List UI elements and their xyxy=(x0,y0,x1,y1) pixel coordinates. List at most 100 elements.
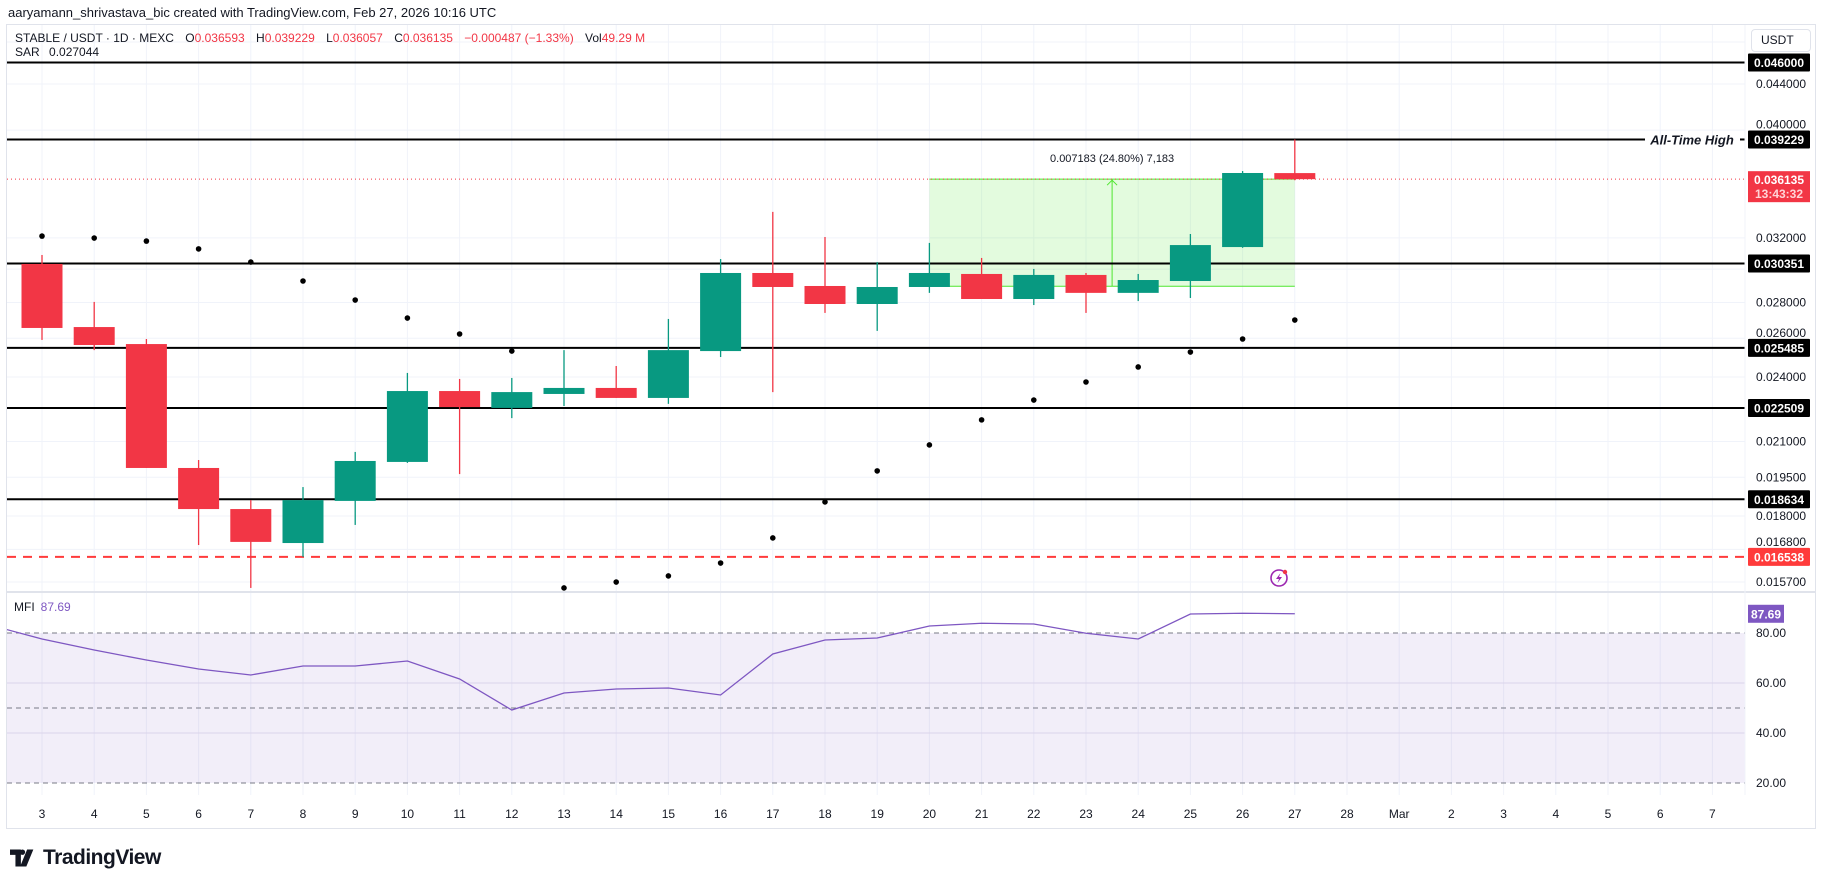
sar-legend[interactable]: SAR 0.027044 xyxy=(15,45,99,59)
sar-dot xyxy=(248,259,254,265)
measure-label: 0.007183 (24.80%) 7,183 xyxy=(1050,153,1174,165)
candle-body xyxy=(647,350,689,398)
open-value: 0.036593 xyxy=(194,31,245,45)
change-value: −0.000487 (−1.33%) xyxy=(464,31,574,45)
currency-button[interactable]: USDT xyxy=(1751,29,1811,52)
candle-body xyxy=(1274,173,1316,180)
candle-body xyxy=(595,387,637,398)
horizontal-levels[interactable] xyxy=(7,61,1745,558)
time-axis[interactable]: 3 4 5 6 7 8 9 10 11 12 13 14 15 16 17 18 19 20 21 22 23 24 25 2… xyxy=(39,807,1716,821)
time-tick-label: 24 xyxy=(1132,807,1146,821)
ath-annotation: All-Time High xyxy=(1649,132,1734,147)
candle-body xyxy=(230,509,272,542)
sar-dot xyxy=(926,442,933,448)
sar-dot xyxy=(195,246,202,252)
candle-body xyxy=(1222,172,1264,248)
level-price-badge xyxy=(1748,53,1810,72)
candle-body xyxy=(386,391,428,462)
candle xyxy=(961,257,1003,300)
time-tick-label: 16 xyxy=(714,807,728,821)
candle-body xyxy=(282,500,324,544)
sar-dot xyxy=(561,585,567,591)
candle-body xyxy=(439,391,481,408)
sar-dot xyxy=(509,348,515,354)
time-tick-label: 11 xyxy=(453,807,466,821)
time-tick-label: 27 xyxy=(1288,807,1302,821)
time-tick-label: 10 xyxy=(401,807,415,821)
tradingview-logo[interactable]: TradingView xyxy=(10,846,161,870)
time-tick-label: 7 xyxy=(247,807,254,821)
sar-dot xyxy=(91,235,97,241)
sar-value: 0.027044 xyxy=(49,45,100,59)
sar-dot xyxy=(665,573,672,579)
price-tick-label: 0.044000 xyxy=(1756,77,1806,91)
level-price-badge xyxy=(1748,130,1810,149)
candle xyxy=(1222,171,1264,248)
open-label: O xyxy=(185,31,195,45)
time-tick-label: 28 xyxy=(1340,807,1354,821)
lightning-alert-icon[interactable] xyxy=(1270,569,1288,587)
mfi-tick-label: 40.00 xyxy=(1756,726,1786,740)
time-tick-label: 17 xyxy=(766,807,780,821)
close-value: 0.036135 xyxy=(402,31,453,45)
level-price-label: 0.022509 xyxy=(1754,401,1804,415)
sar-dot xyxy=(1292,317,1298,323)
symbol-title[interactable]: STABLE / USDT · 1D · MEXC xyxy=(15,31,174,45)
time-tick-label: 18 xyxy=(818,807,832,821)
sar-dot xyxy=(978,417,985,423)
sar-dot xyxy=(352,297,359,303)
candle xyxy=(439,378,481,475)
price-tick-label: 0.021000 xyxy=(1756,434,1806,448)
price-pane: 0.007183 (24.80%) 7,183 xyxy=(7,61,1745,591)
candle-body xyxy=(543,387,585,394)
price-axis[interactable]: All-Time High 0.044000 0.040000 0.032000 0.0… xyxy=(1649,53,1810,790)
sar-label: SAR xyxy=(15,45,40,59)
candle-body xyxy=(908,272,950,287)
candle-body xyxy=(73,327,115,345)
candle-body xyxy=(1169,245,1211,282)
time-tick-label: 19 xyxy=(871,807,885,821)
sar-dot xyxy=(143,238,150,244)
candle xyxy=(1065,272,1107,313)
sar-dot xyxy=(613,579,619,585)
time-tick-label: Mar xyxy=(1389,807,1410,821)
low-label: L xyxy=(326,31,333,45)
price-tick-label: 0.018000 xyxy=(1756,509,1806,523)
sar-dot xyxy=(1031,397,1037,403)
mfi-line xyxy=(7,612,1295,711)
candle-body xyxy=(21,263,63,328)
price-tick-label: 0.015700 xyxy=(1756,575,1806,589)
time-tick-label: 3 xyxy=(39,807,46,821)
time-tick-label: 9 xyxy=(352,807,359,821)
candle-body xyxy=(125,344,167,468)
candle xyxy=(386,372,428,463)
price-tick-label: 0.024000 xyxy=(1756,370,1806,384)
candle-body xyxy=(178,467,220,510)
mfi-tick-label: 60.00 xyxy=(1756,676,1786,690)
candle xyxy=(491,377,533,419)
time-tick-label: 3 xyxy=(1500,807,1507,821)
candle-body xyxy=(1065,274,1107,293)
sar-dot xyxy=(300,278,306,284)
sar-dot xyxy=(770,535,776,541)
candle-body xyxy=(804,285,846,305)
candle-body xyxy=(961,273,1003,300)
low-value: 0.036057 xyxy=(332,31,383,45)
price-tick-label: 0.032000 xyxy=(1756,231,1806,245)
candles xyxy=(21,139,1316,588)
time-tick-label: 7 xyxy=(1709,807,1716,821)
candle-body xyxy=(856,286,898,305)
candle xyxy=(21,254,63,340)
tradingview-logo-icon xyxy=(10,849,34,867)
time-tick-label: 12 xyxy=(505,807,519,821)
time-tick-label: 4 xyxy=(1552,807,1559,821)
candle xyxy=(125,339,167,468)
mfi-legend[interactable]: MFI 87.69 xyxy=(14,600,71,614)
level-price-label: 0.018634 xyxy=(1754,493,1804,507)
time-tick-label: 8 xyxy=(300,807,307,821)
candle-body xyxy=(752,272,794,287)
chart-frame xyxy=(6,24,1816,829)
candle xyxy=(908,242,950,293)
level-price-badge xyxy=(1748,338,1810,357)
